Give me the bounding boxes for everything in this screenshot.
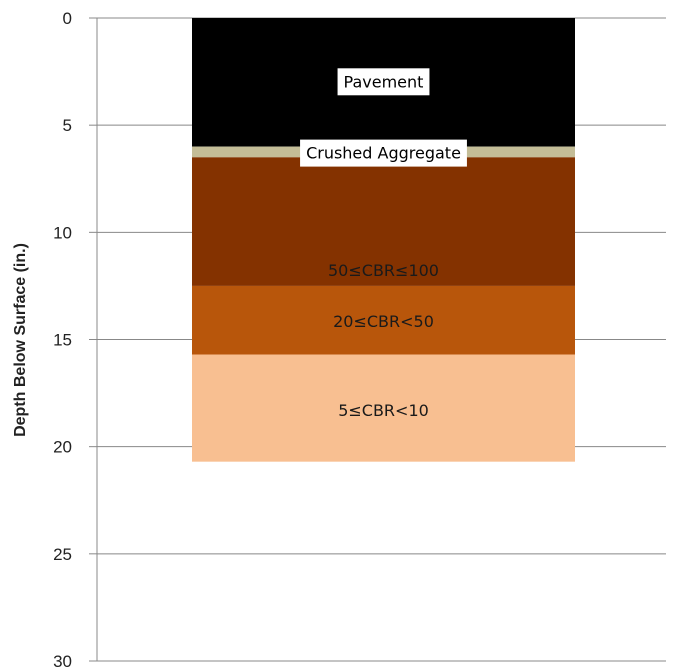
y-axis-ticks: 0 5 10 15 20 25 30 xyxy=(53,9,97,670)
layer-label: 50≤CBR≤100 xyxy=(328,261,439,280)
layer-labels: Pavement Crushed Aggregate 50≤CBR≤100 20≤CB… xyxy=(300,68,467,420)
layer-bar-4 xyxy=(192,354,575,462)
layer-label: Crushed Aggregate xyxy=(306,144,461,163)
y-axis-title: Depth Below Surface (in.) xyxy=(12,243,29,437)
layer-label-box xyxy=(300,139,467,167)
layer-label: Pavement xyxy=(344,72,424,91)
y-tick-label: 30 xyxy=(53,652,72,670)
layer-label: 20≤CBR<50 xyxy=(333,312,434,331)
layer-bar-2 xyxy=(192,157,575,286)
y-tick-label: 20 xyxy=(53,438,72,457)
layer-label-box xyxy=(337,68,430,96)
layer-bar-3 xyxy=(192,285,575,355)
y-tick-label: 5 xyxy=(63,116,72,135)
layer-label: 5≤CBR<10 xyxy=(338,401,429,420)
y-tick-label: 15 xyxy=(53,331,72,350)
y-tick-label: 25 xyxy=(53,545,72,564)
y-tick-label: 0 xyxy=(63,9,72,28)
y-tick-label: 10 xyxy=(53,223,72,242)
